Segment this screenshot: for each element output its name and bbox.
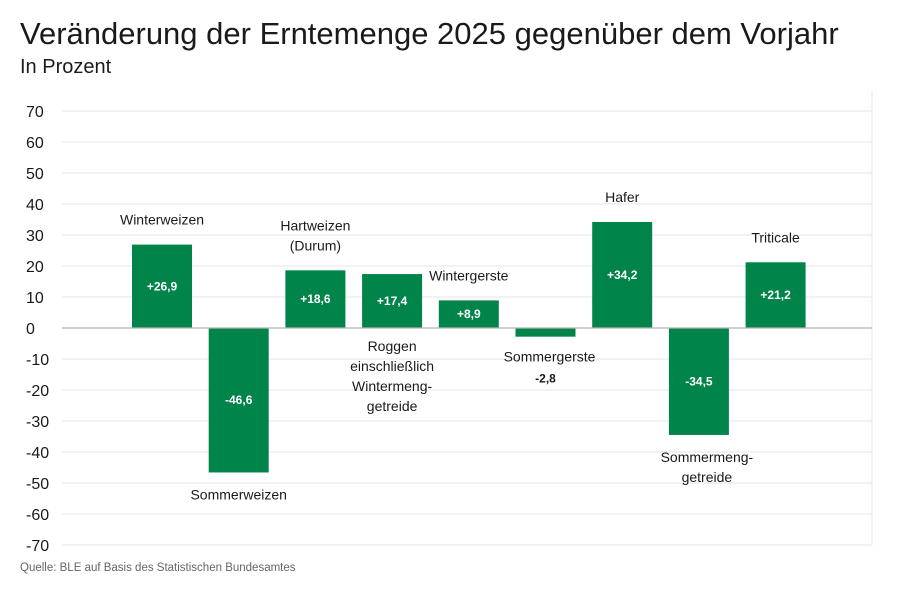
category-label-line: Sommerweizen — [190, 486, 286, 502]
category-label: Hafer — [605, 189, 640, 205]
bar — [745, 262, 806, 328]
category-label: Hartweizen (Durum) — [280, 217, 350, 253]
bar — [438, 300, 499, 328]
category-label-line: einschließlich — [350, 358, 434, 374]
data-label: +26,9 — [147, 279, 178, 293]
y-tick-label: 20 — [26, 259, 44, 276]
y-tick-label: -40 — [26, 445, 49, 462]
bar — [285, 270, 346, 328]
category-label: Winterweizen — [120, 212, 204, 228]
y-tick-label: -50 — [26, 476, 49, 493]
y-tick-label: -20 — [26, 383, 49, 400]
y-tick-label: 40 — [26, 197, 44, 214]
y-tick-label: -30 — [26, 414, 49, 431]
y-tick-label: 60 — [26, 135, 44, 152]
category-label-line: (Durum) — [290, 237, 341, 253]
y-tick-label: 70 — [26, 104, 44, 121]
category-label-line: Triticale — [751, 229, 800, 245]
chart-subtitle: In Prozent — [20, 56, 112, 78]
data-label: +17,4 — [377, 294, 408, 308]
bar — [515, 328, 576, 337]
category-label-line: getreide — [367, 398, 418, 414]
data-label: +21,2 — [760, 288, 791, 302]
bar — [208, 328, 269, 473]
data-label: -46,6 — [225, 393, 253, 407]
chart-title: Veränderung der Erntemenge 2025 gegenübe… — [20, 16, 839, 51]
bar — [132, 244, 192, 328]
category-label: Sommergerste — [504, 349, 596, 365]
bar — [362, 274, 423, 328]
data-label: -34,5 — [685, 374, 713, 388]
source-note: Quelle: BLE auf Basis des Statistischen … — [20, 562, 296, 574]
category-label-line: Hartweizen — [280, 217, 350, 233]
category-label-line: Winterweizen — [120, 212, 204, 228]
category-label-line: getreide — [682, 469, 733, 485]
category-label: Wintergerste — [429, 267, 509, 283]
y-tick-label: 30 — [26, 228, 44, 245]
y-tick-label: 0 — [26, 321, 35, 338]
data-label: -2,8 — [535, 372, 556, 386]
category-label: Triticale — [751, 229, 800, 245]
data-label: +34,2 — [607, 268, 638, 282]
category-label: Sommerweizen — [190, 486, 286, 502]
category-label-line: Wintergerste — [429, 267, 509, 283]
category-label-line: Roggen — [368, 338, 417, 354]
y-tick-label: -70 — [26, 538, 49, 555]
category-label-line: Sommergerste — [504, 349, 596, 365]
category-label: Roggen einschließlich Wintermeng-getreide — [350, 338, 434, 414]
category-label-line: Sommermeng- — [661, 449, 754, 465]
y-tick-label: 50 — [26, 166, 44, 183]
y-tick-label: -60 — [26, 507, 49, 524]
bar — [668, 328, 729, 435]
category-label-line: Wintermeng- — [352, 378, 432, 394]
category-label-line: Hafer — [605, 189, 640, 205]
y-tick-label: 10 — [26, 290, 44, 307]
data-label: +18,6 — [300, 292, 331, 306]
data-label: +8,9 — [457, 307, 481, 321]
category-label: Sommermeng-getreide — [661, 449, 754, 485]
y-tick-label: -10 — [26, 352, 49, 369]
bar — [592, 221, 653, 328]
